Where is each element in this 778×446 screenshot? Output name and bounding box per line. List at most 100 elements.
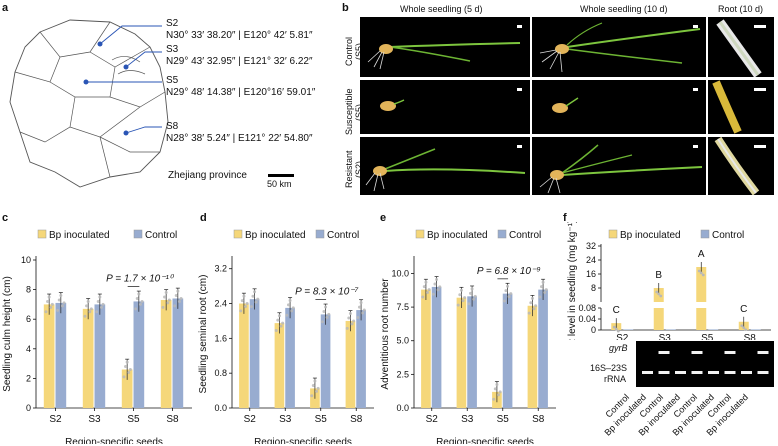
bar-bp — [527, 305, 538, 408]
legend-label-control: Control — [712, 230, 744, 241]
data-point — [509, 292, 513, 296]
data-point — [122, 375, 126, 379]
gel-band-gyrb — [757, 351, 769, 354]
data-point — [245, 302, 249, 306]
photo-resistant-5d — [360, 137, 530, 195]
data-point — [320, 320, 324, 324]
x-tick-label: S3 — [279, 414, 292, 425]
data-point — [279, 324, 283, 328]
data-point — [251, 294, 255, 298]
legend-label-bp: Bp inoculated — [245, 230, 306, 241]
data-point — [274, 329, 278, 333]
data-point — [239, 309, 243, 313]
data-point — [286, 303, 290, 307]
y-tick-label: 10 — [21, 255, 31, 265]
province-label: Zhejiang province — [168, 170, 247, 181]
data-point — [659, 294, 663, 298]
site-s8: S8 N28° 38′ 5.24″ | E121° 22′ 54.80″ — [166, 121, 313, 145]
x-tick-label: S8 — [350, 414, 363, 425]
bar-control — [94, 304, 106, 408]
bar-bp — [456, 297, 467, 408]
bar-bp — [121, 369, 133, 408]
photo-control-10d — [532, 17, 706, 77]
data-point — [348, 312, 352, 316]
y-tick-label: 32 — [586, 241, 596, 251]
legend-label-control: Control — [145, 230, 177, 241]
data-point — [492, 397, 496, 401]
photo-resistant-root — [708, 136, 774, 196]
data-point — [697, 269, 701, 273]
data-point — [47, 295, 51, 299]
legend-label-bp: Bp inoculated — [49, 230, 110, 241]
data-point — [532, 307, 536, 311]
gel-band-16s — [708, 371, 719, 374]
x-tick-label: S5 — [701, 333, 714, 340]
data-point — [46, 299, 50, 303]
data-point — [128, 368, 132, 372]
y-axis-label: Adventitious root number — [380, 278, 391, 390]
data-point — [473, 294, 477, 298]
data-point — [242, 294, 246, 298]
data-point — [85, 304, 89, 308]
data-point — [324, 305, 328, 309]
data-point — [458, 293, 462, 297]
data-point — [356, 315, 360, 319]
legend: Bp inoculated Control — [233, 229, 359, 241]
data-point — [438, 285, 442, 289]
y-tick-label: 4 — [26, 344, 31, 354]
data-point — [427, 288, 431, 292]
panel-label-f: f — [563, 212, 567, 224]
data-point — [127, 370, 131, 374]
y-tick-label: 2 — [26, 373, 31, 383]
y-tick-label: 0.0 — [396, 403, 409, 413]
data-point — [60, 304, 64, 308]
data-point — [470, 287, 474, 291]
legend-label-control: Control — [509, 230, 541, 241]
gel-image — [636, 341, 774, 387]
y-tick-label: 2.5 — [396, 369, 409, 379]
data-point — [350, 322, 354, 326]
photo-resistant-10d — [532, 137, 706, 195]
y-tick-label: 3.2 — [214, 264, 227, 274]
data-point — [538, 295, 542, 299]
data-point — [179, 296, 183, 300]
x-tick-label: S8 — [744, 333, 757, 340]
data-point — [50, 302, 54, 306]
legend-label-control: Control — [327, 230, 359, 241]
x-tick-label: S2 — [426, 414, 439, 425]
gel-band-gyrb — [724, 351, 736, 354]
bar-bp-lower — [653, 308, 664, 330]
data-point — [655, 290, 659, 294]
bar-control — [665, 329, 676, 330]
data-point — [495, 382, 499, 386]
y-tick-label: 0.0 — [214, 403, 227, 413]
y-tick-label: 0 — [26, 403, 31, 413]
site-coords: N28° 38′ 5.24″ | E121° 22′ 54.80″ — [166, 133, 313, 144]
y-tick-label: 0.04 — [578, 314, 596, 324]
data-point — [44, 310, 48, 314]
data-point — [135, 296, 139, 300]
data-point — [83, 314, 87, 318]
data-point — [506, 284, 510, 288]
data-point — [281, 321, 285, 325]
legend-swatch-control — [315, 229, 325, 239]
data-point — [468, 291, 472, 295]
bar-bp — [421, 289, 431, 408]
data-point — [426, 291, 430, 295]
data-point — [493, 387, 497, 391]
data-point — [699, 271, 703, 275]
data-point — [424, 280, 428, 284]
bar-bp — [345, 320, 356, 408]
data-point — [422, 285, 426, 289]
bar-bp — [696, 267, 707, 302]
chart-seminal-root: Bp inoculated Control 0.0 0.8 1.6 2.4 3.2 Seedl… — [198, 229, 374, 444]
y-tick-label: 0 — [591, 325, 596, 335]
x-tick-label: S2 — [49, 414, 62, 425]
x-axis-label: Region-specific seeds — [254, 437, 352, 444]
data-point — [744, 328, 748, 332]
legend-swatch-bp — [37, 229, 47, 239]
gel-band-16s — [658, 371, 670, 374]
data-point — [137, 292, 141, 296]
x-tick-label: S8 — [532, 414, 545, 425]
data-point — [86, 299, 90, 303]
